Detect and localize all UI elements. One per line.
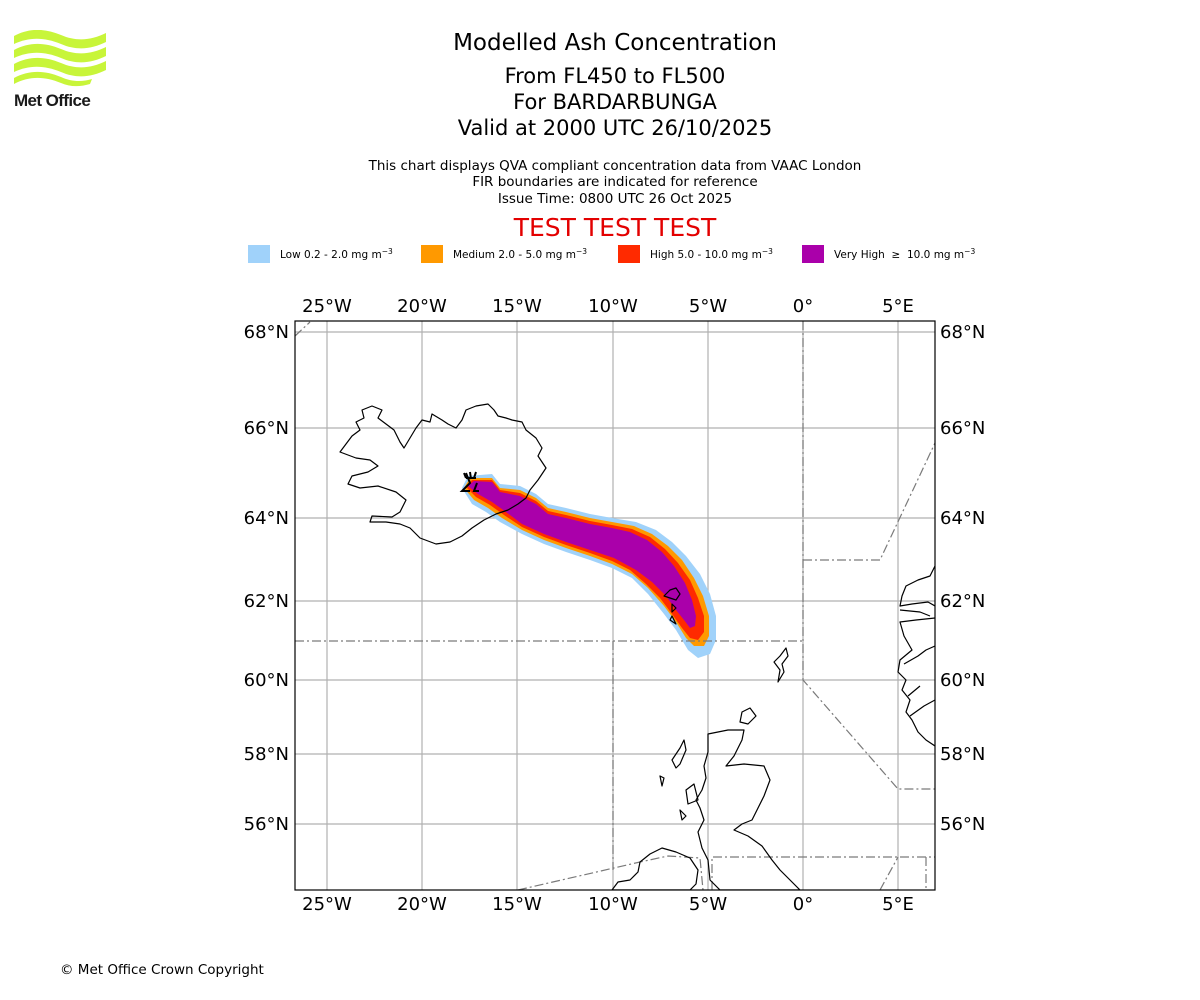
description-text: This chart displays QVA compliant concen… [368,158,862,174]
fir-note-text: FIR boundaries are indicated for referen… [472,174,758,190]
lon-label: 25°W [302,296,352,317]
issue-time: Issue Time: 0800 UTC 26 Oct 2025 [0,191,1200,207]
lon-label: 15°W [492,894,542,915]
lat-label: 60°N [940,670,985,691]
fir-boundaries [295,321,935,890]
description: This chart displays QVA compliant concen… [0,158,1200,174]
lon-label: 10°W [588,894,638,915]
coastline-shetland [773,647,789,683]
coastline-norway [897,565,935,747]
lon-label: 20°W [397,894,447,915]
lon-label: 5°E [882,296,914,317]
legend-swatch-low [248,245,270,263]
level-range-text: From FL450 to FL500 [504,64,726,88]
volcano-name: For BARDARBUNGA [0,90,1200,114]
coastline-hebrides [659,739,699,821]
issue-time-text: Issue Time: 0800 UTC 26 Oct 2025 [497,191,733,207]
coastline-iceland [339,403,547,545]
lon-label: 15°W [492,296,542,317]
lat-label: 62°N [244,591,289,612]
coastlines [339,403,935,890]
coastline-ireland [611,847,699,890]
test-banner-text: TEST TEST TEST [513,213,717,242]
test-banner: TEST TEST TEST [0,213,1200,242]
lon-label: 5°E [882,894,914,915]
chart-title: Modelled Ash Concentration [0,30,1200,56]
lat-label: 66°N [244,418,289,439]
lat-label: 66°N [940,418,985,439]
legend-item-medium: Medium 2.0 - 5.0 mg m−3 [421,244,587,264]
title-text: Modelled Ash Concentration [453,30,777,56]
coastline-scotland [695,729,801,890]
lat-label: 64°N [244,508,289,529]
lat-label: 60°N [244,670,289,691]
legend-label-high: High 5.0 - 10.0 mg m−3 [650,247,773,261]
fir-boundary [803,442,935,561]
map-frame [294,320,936,891]
lat-labels-right: 68°N 66°N 64°N 62°N 60°N 58°N 56°N [940,322,985,835]
legend-label-medium: Medium 2.0 - 5.0 mg m−3 [453,247,588,261]
validity-text: Valid at 2000 UTC 26/10/2025 [457,116,773,140]
legend-swatch-medium [421,245,443,263]
lon-label: 10°W [588,296,638,317]
lon-label: 0° [793,296,813,317]
legend-label-low: Low 0.2 - 2.0 mg m−3 [280,247,393,261]
coastline-faroe-islands [663,587,681,625]
lon-label: 20°W [397,296,447,317]
wave-logo-icon [14,29,106,87]
ash-plume [462,474,716,658]
fir-note: FIR boundaries are indicated for referen… [0,174,1200,190]
legend-item-very-high: Very High ≥ 10.0 mg m−3 [802,244,975,264]
legend-swatch-high [618,245,640,263]
legend-item-high: High 5.0 - 10.0 mg m−3 [618,244,773,264]
coastline-orkney [739,707,757,725]
fir-boundary [879,856,899,890]
lat-label: 58°N [940,744,985,765]
logo-text: Met Office [14,91,91,110]
lat-label: 56°N [940,814,985,835]
lon-label: 25°W [302,894,352,915]
lat-label: 58°N [244,744,289,765]
ash-very-high-zone [468,481,696,628]
lat-label: 56°N [244,814,289,835]
level-range: From FL450 to FL500 [0,64,1200,88]
lon-label: 5°W [689,894,727,915]
lon-label: 0° [793,894,813,915]
legend-item-low: Low 0.2 - 2.0 mg m−3 [248,244,393,264]
validity-time: Valid at 2000 UTC 26/10/2025 [0,116,1200,140]
lon-labels-bottom: 25°W 20°W 15°W 10°W 5°W 0° 5°E [302,894,914,915]
map-background [295,321,935,890]
lat-label: 68°N [940,322,985,343]
lat-label: 64°N [940,508,985,529]
lat-label: 62°N [940,591,985,612]
legend-label-very-high: Very High ≥ 10.0 mg m−3 [834,247,976,261]
lon-labels-top: 25°W 20°W 15°W 10°W 5°W 0° 5°E [302,296,914,317]
lon-label: 5°W [689,296,727,317]
fir-boundary [802,321,935,790]
met-office-logo: Met Office [14,29,109,112]
coastline-norway-fjords [899,609,935,717]
volcano-icon [459,471,479,492]
lat-label: 68°N [244,322,289,343]
lat-labels-left: 68°N 66°N 64°N 62°N 60°N 58°N 56°N [244,322,289,835]
legend-swatch-very-high [802,245,824,263]
volcano-name-text: For BARDARBUNGA [513,90,717,114]
fir-boundary [295,321,311,337]
fir-boundary [517,855,704,890]
copyright: © Met Office Crown Copyright [60,962,264,978]
